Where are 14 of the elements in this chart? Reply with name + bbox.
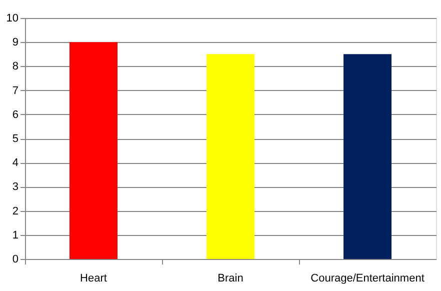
x-tick-label: Courage/Entertainment [310, 272, 424, 284]
y-tick-label: 5 [12, 133, 18, 145]
y-tick-label: 3 [12, 181, 18, 194]
x-tick-label: Brain [218, 272, 244, 284]
y-tick-label: 4 [12, 157, 18, 170]
y-tick-label: 6 [12, 108, 18, 121]
y-tick-label: 10 [6, 12, 18, 24]
y-tick-label: 2 [12, 205, 18, 218]
y-tick-label: 9 [12, 36, 18, 49]
y-tick-label: 0 [12, 254, 18, 266]
y-tick-label: 7 [12, 84, 18, 97]
y-tick-label: 1 [12, 229, 18, 242]
x-tick-label: Heart [80, 272, 107, 284]
y-tick-label: 8 [12, 60, 18, 73]
